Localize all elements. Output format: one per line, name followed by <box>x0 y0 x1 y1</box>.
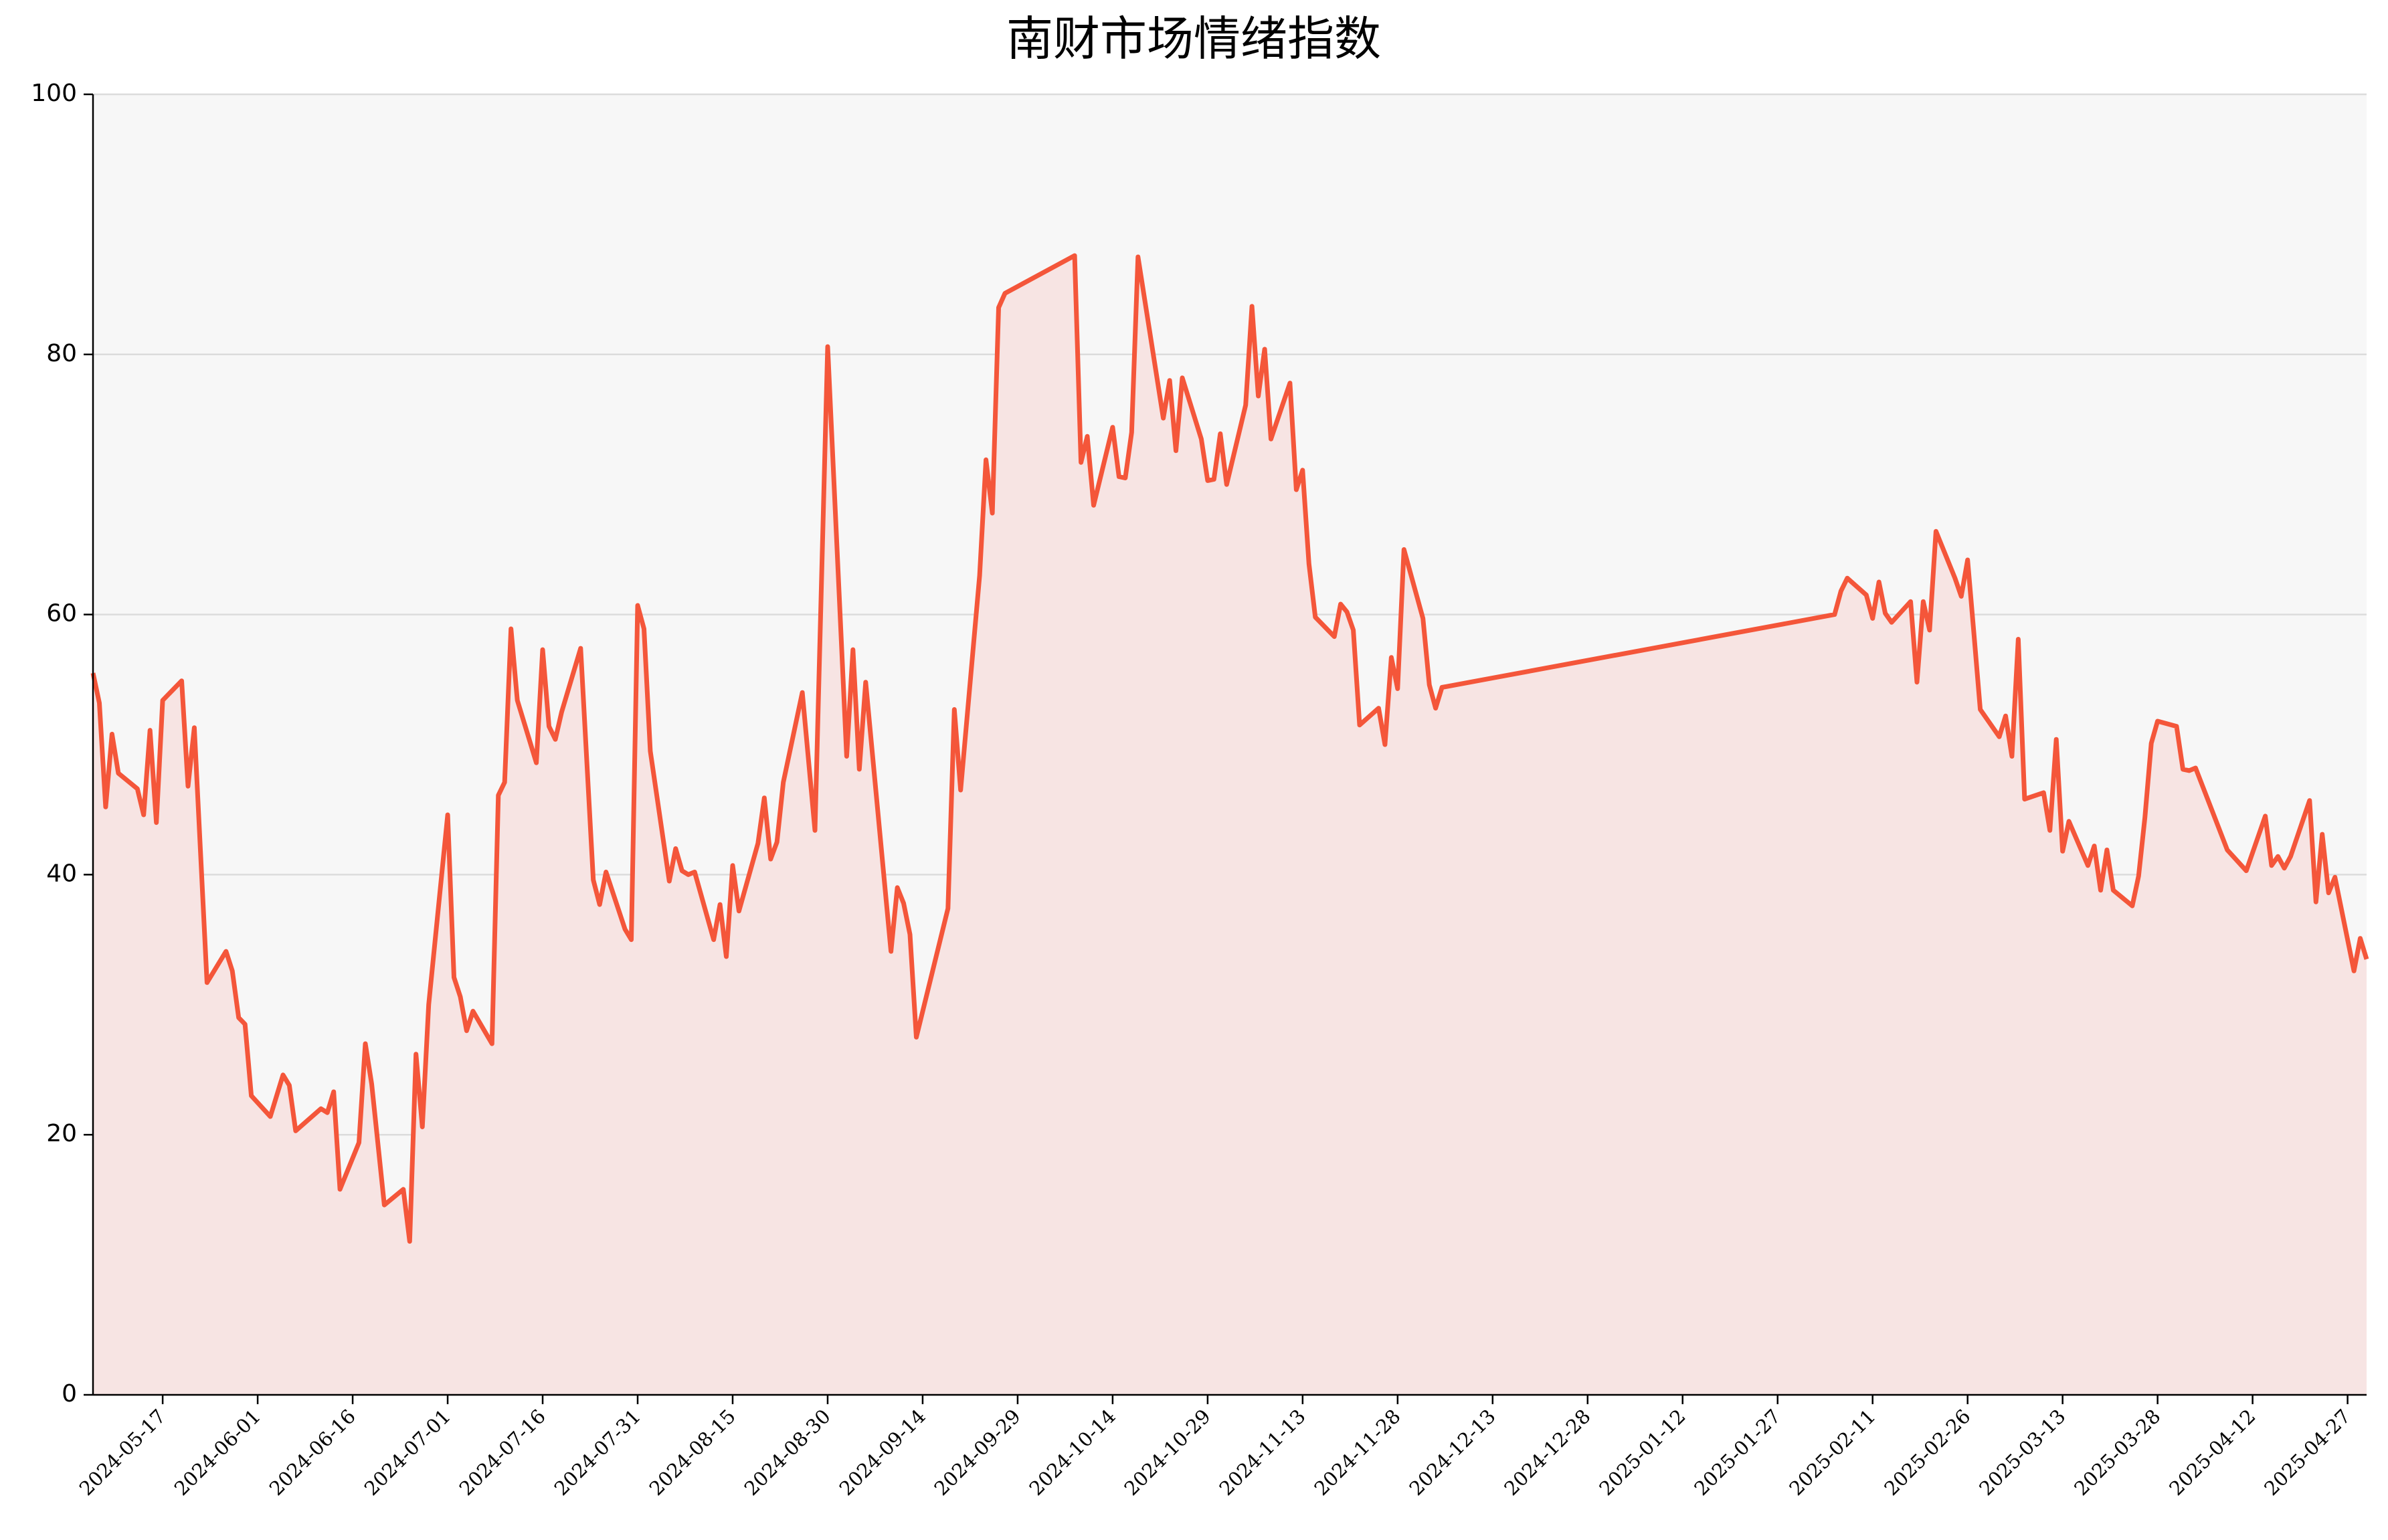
x-tick-label: 2024-10-29 <box>1120 1405 1215 1500</box>
x-tick-label: 2024-10-14 <box>1025 1405 1120 1500</box>
y-tick-label: 80 <box>46 340 77 367</box>
x-tick-label: 2024-08-30 <box>740 1405 835 1500</box>
y-tick-label: 60 <box>46 600 77 628</box>
y-tick-label: 40 <box>46 860 77 887</box>
x-tick-label: 2024-07-16 <box>455 1405 550 1500</box>
x-tick-label: 2025-04-12 <box>2165 1405 2260 1500</box>
x-tick-label: 2025-01-12 <box>1594 1405 1689 1500</box>
x-tick-label: 2024-12-13 <box>1404 1405 1499 1500</box>
x-tick-label: 2025-02-26 <box>1879 1405 1974 1500</box>
x-tick-label: 2025-04-27 <box>2260 1405 2355 1500</box>
x-tick-label: 2024-12-28 <box>1499 1405 1594 1500</box>
chart-title: 南财市场情绪指数 <box>1006 11 1381 66</box>
x-tick-label: 2024-09-29 <box>930 1405 1025 1500</box>
x-tick-label: 2024-08-15 <box>645 1405 740 1500</box>
x-tick-label: 2025-01-27 <box>1689 1405 1784 1500</box>
x-tick-label: 2024-07-31 <box>550 1405 645 1500</box>
x-tick-label: 2025-03-28 <box>2070 1405 2165 1500</box>
y-tick-label: 100 <box>31 80 77 107</box>
area <box>93 256 2367 1395</box>
y-tick-label: 20 <box>46 1120 77 1147</box>
x-tick-label: 2024-05-17 <box>75 1405 170 1500</box>
x-tick-label: 2024-06-16 <box>265 1405 360 1500</box>
x-tick-label: 2025-02-11 <box>1784 1405 1879 1500</box>
y-tick-label: 0 <box>62 1380 77 1408</box>
x-tick-label: 2025-03-13 <box>1974 1405 2070 1500</box>
x-tick-label: 2024-07-01 <box>360 1405 455 1500</box>
x-tick-label: 2024-06-01 <box>170 1405 265 1500</box>
x-tick-label: 2024-09-14 <box>835 1405 930 1500</box>
line <box>90 253 2369 1244</box>
x-tick-label: 2024-11-28 <box>1310 1405 1405 1500</box>
x-tick-label: 2024-11-13 <box>1215 1405 1310 1500</box>
